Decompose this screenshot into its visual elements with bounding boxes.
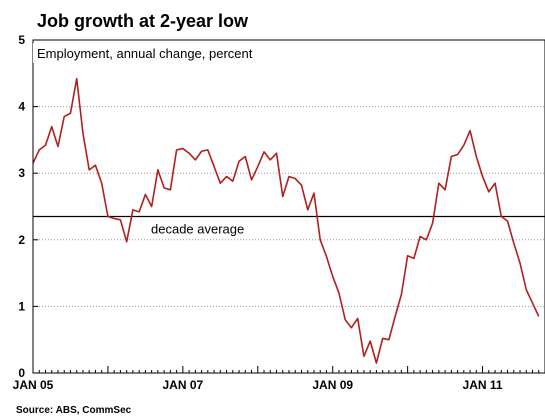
x-axis-ticks: JAN 05 JAN 07 JAN 09 JAN 11	[13, 366, 545, 392]
decade-average-label: decade average	[151, 221, 244, 236]
chart-title: Job growth at 2-year low	[37, 11, 249, 31]
series-layer	[32, 77, 540, 364]
reference-lines: decade average	[33, 215, 545, 236]
y-tick-label: 1	[18, 299, 25, 313]
x-tick-label: JAN 05	[13, 378, 54, 392]
y-axis-ticks: 0 1 2 3 4 5	[18, 33, 38, 380]
y-tick-label: 2	[18, 233, 25, 247]
gridlines	[33, 106, 545, 307]
x-tick-label: JAN 09	[312, 378, 353, 392]
chart-subtitle: Employment, annual change, percent	[37, 46, 253, 61]
y-tick-label: 3	[18, 166, 25, 180]
plot-frame	[32, 39, 545, 374]
subtitle-background	[33, 43, 305, 63]
y-tick-label: 5	[18, 33, 25, 47]
source-note: Source: ABS, CommSec	[16, 405, 132, 416]
x-tick-label: JAN 07	[163, 378, 204, 392]
employment-growth-line	[32, 77, 540, 364]
x-tick-label: JAN 11	[463, 378, 503, 392]
y-tick-label: 4	[18, 100, 25, 114]
y-tick-label: 0	[18, 366, 25, 380]
